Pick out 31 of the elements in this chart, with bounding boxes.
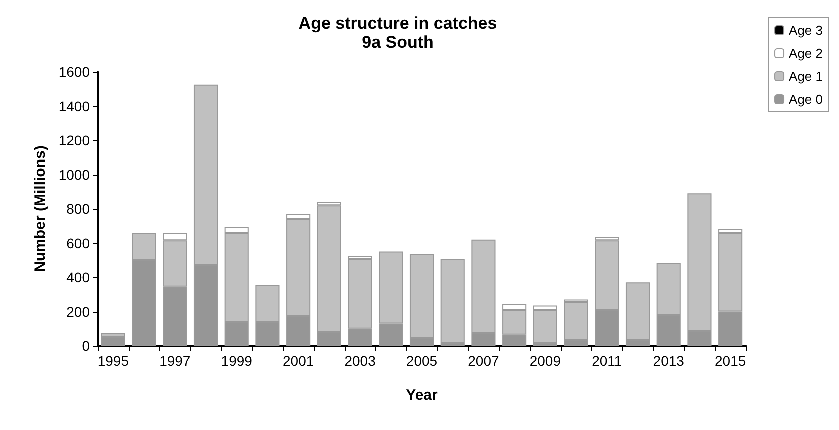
- x-tick-label: 2009: [530, 353, 562, 369]
- legend-label: Age 1: [789, 69, 824, 84]
- x-tick-label: 1999: [221, 353, 253, 369]
- y-tick-label: 1200: [58, 132, 90, 148]
- y-tick-label: 400: [66, 270, 90, 286]
- y-axis-title: Number (Millions): [32, 146, 49, 272]
- y-tick-label: 800: [66, 201, 90, 217]
- x-tick-label: 2005: [406, 353, 438, 369]
- bar: [533, 310, 558, 344]
- y-tick-label: 200: [66, 304, 90, 320]
- y-tick-label: 600: [66, 235, 90, 252]
- chart-title: Age structure in catches: [298, 14, 498, 33]
- x-tick-label: 2015: [714, 353, 746, 369]
- x-tick-label: 2011: [592, 353, 622, 369]
- y-tick-label: 1000: [58, 166, 90, 183]
- x-tick-label: 2003: [344, 353, 376, 369]
- y-tick-label: 1600: [58, 64, 90, 80]
- y-tick-label: 0: [82, 338, 90, 354]
- legend-label: Age 3: [789, 23, 824, 38]
- y-tick-label: 1400: [58, 98, 90, 114]
- legend-label: Age 2: [789, 46, 824, 61]
- bar: [101, 337, 126, 346]
- x-tick-label: 1995: [98, 353, 130, 369]
- x-tick-label: 2013: [653, 353, 685, 369]
- x-tick-label: 2007: [468, 353, 500, 369]
- chart-subtitle: 9a South: [362, 33, 434, 52]
- x-axis-title: Year: [406, 387, 438, 404]
- bar: [440, 260, 465, 344]
- x-tick-label: 2001: [282, 353, 314, 369]
- legend-label: Age 0: [789, 92, 824, 107]
- x-tick-label: 1997: [160, 353, 191, 369]
